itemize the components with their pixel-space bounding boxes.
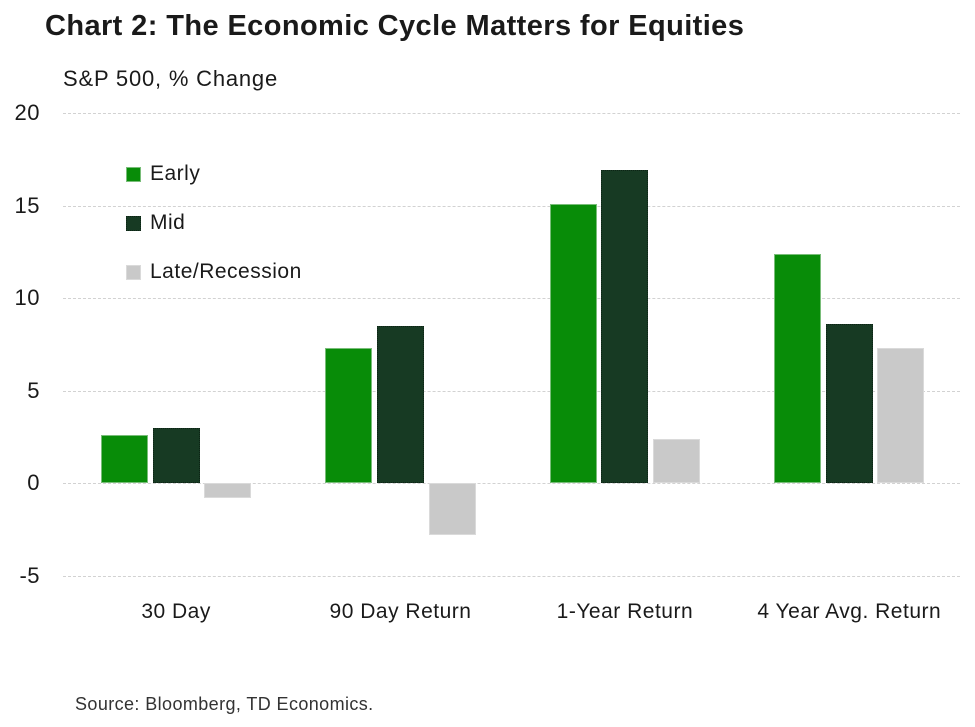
source-note: Source: Bloomberg, TD Economics.: [75, 694, 374, 714]
x-axis: 30 Day 90 Day Return 1-Year Return 4 Year A…: [63, 600, 960, 630]
y-axis-tick-label: 15: [14, 192, 40, 218]
plot-area: [63, 113, 960, 577]
legend-swatch: [126, 264, 141, 280]
legend-item: Mid: [126, 211, 302, 234]
y-axis: 20 15 10 5 0 -5: [0, 100, 40, 588]
legend-swatch: [126, 215, 141, 231]
legend-label: Early: [150, 162, 201, 185]
y-axis-tick-label: 20: [14, 100, 40, 125]
gridline: [63, 298, 960, 300]
x-axis-category-label: 4 Year Avg. Return: [757, 600, 942, 623]
y-axis-tick-label: 5: [27, 377, 40, 403]
bar-early: [325, 348, 373, 484]
chart-title: Chart 2: The Economic Cycle Matters for …: [45, 10, 745, 42]
y-axis-unit-label: S&P 500, % Change: [63, 66, 279, 91]
gridline: [63, 483, 960, 485]
gridline: [63, 390, 960, 392]
bar-late-recession: [204, 483, 252, 499]
bar-mid: [825, 324, 873, 484]
gridline: [63, 113, 960, 114]
bar-early: [101, 435, 148, 484]
y-axis-tick-label: -5: [19, 563, 40, 588]
legend: Early Mid Late/Recession: [126, 162, 302, 310]
gridline: [63, 205, 960, 207]
bar-mid: [377, 325, 424, 484]
bar-late-recession: [428, 483, 476, 536]
bar-mid: [601, 170, 649, 484]
legend-item: Late/Recession: [126, 260, 302, 283]
legend-item: Early: [126, 162, 302, 185]
gridline: [63, 576, 960, 577]
x-axis-category-label: 90 Day Return: [329, 600, 472, 623]
bar-mid: [152, 427, 200, 484]
y-axis-tick-label: 0: [27, 470, 40, 496]
y-axis-tick-label: 10: [14, 285, 40, 311]
legend-swatch: [126, 166, 141, 182]
x-axis-category-label: 1-Year Return: [556, 600, 694, 623]
bar-late-recession: [653, 438, 700, 484]
legend-label: Mid: [150, 211, 186, 234]
bar-early: [774, 253, 822, 484]
x-axis-category-label: 30 Day: [141, 600, 211, 623]
legend-label: Late/Recession: [150, 260, 302, 283]
bar-early: [549, 203, 597, 484]
bar-late-recession: [877, 348, 925, 484]
